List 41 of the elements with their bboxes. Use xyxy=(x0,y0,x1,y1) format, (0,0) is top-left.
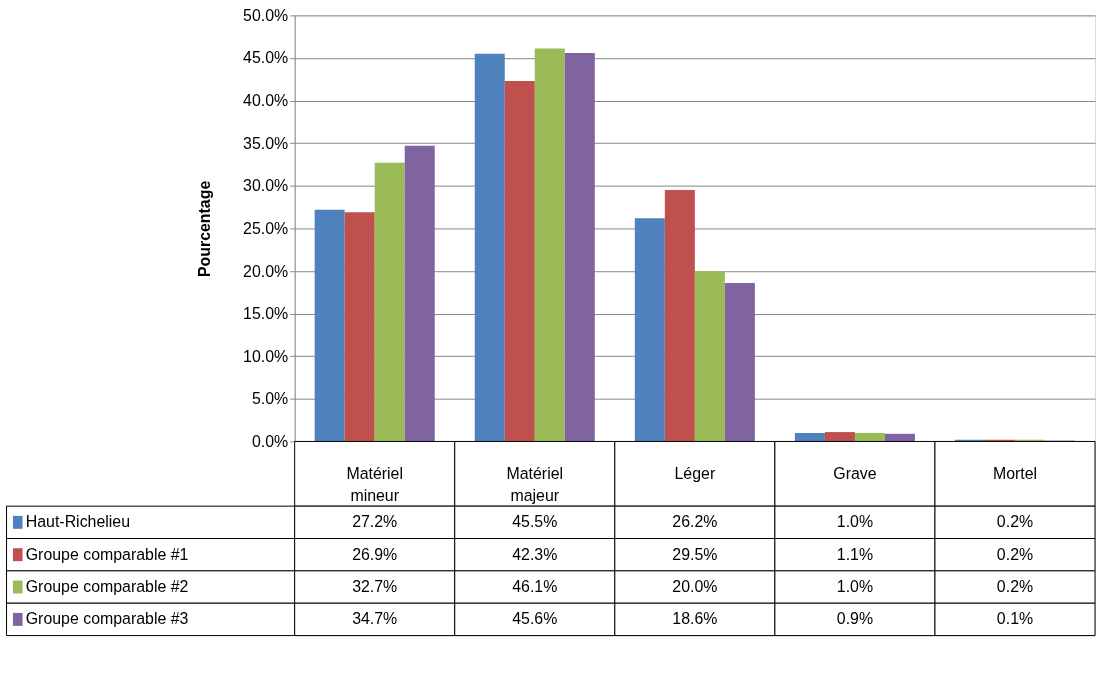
data-label: 0.1% xyxy=(996,610,1034,628)
y-tick-label: 0.0% xyxy=(251,432,289,450)
data-label: 46.1% xyxy=(512,578,558,596)
data-label: 45.6% xyxy=(512,610,558,628)
data-label: 0.2% xyxy=(996,513,1034,531)
data-label: 32.7% xyxy=(352,578,398,596)
data-label: 29.5% xyxy=(672,545,718,563)
data-label: 0.2% xyxy=(996,578,1034,596)
data-label: 1.0% xyxy=(836,578,874,596)
y-tick-label: 30.0% xyxy=(243,177,289,195)
x-tick-label: Matériel majeur xyxy=(506,464,564,504)
x-tick-label: Mortel xyxy=(992,464,1038,482)
y-tick-label: 40.0% xyxy=(243,92,289,110)
data-label: 34.7% xyxy=(352,610,398,628)
legend-label: Groupe comparable #2 xyxy=(25,578,189,596)
y-tick-label: 45.0% xyxy=(243,49,289,67)
data-label: 26.9% xyxy=(352,545,398,563)
data-label: 45.5% xyxy=(512,513,558,531)
x-tick-label: Matériel mineur xyxy=(346,464,403,504)
data-label: 20.0% xyxy=(672,578,718,596)
y-tick-label: 35.0% xyxy=(243,134,289,152)
x-tick-label: Léger xyxy=(674,464,716,482)
y-tick-label: 15.0% xyxy=(243,305,289,323)
y-tick-label: 25.0% xyxy=(243,219,289,237)
data-label: 1.0% xyxy=(836,513,874,531)
legend-label: Groupe comparable #1 xyxy=(25,545,189,563)
data-label: 27.2% xyxy=(352,513,398,531)
y-tick-label: 5.0% xyxy=(251,390,289,408)
y-tick-label: 20.0% xyxy=(243,262,289,280)
legend-label: Haut-Richelieu xyxy=(25,513,131,531)
y-tick-label: 50.0% xyxy=(243,6,289,24)
data-label: 18.6% xyxy=(672,610,718,628)
data-label: 1.1% xyxy=(836,545,874,563)
data-label: 0.9% xyxy=(836,610,874,628)
data-label: 26.2% xyxy=(672,513,718,531)
legend-label: Groupe comparable #3 xyxy=(25,610,189,628)
data-label: 0.2% xyxy=(996,545,1034,563)
y-axis-title: Pourcentage xyxy=(196,180,214,278)
data-label: 42.3% xyxy=(512,545,558,563)
x-tick-label: Grave xyxy=(833,464,877,482)
y-tick-label: 10.0% xyxy=(243,347,289,365)
